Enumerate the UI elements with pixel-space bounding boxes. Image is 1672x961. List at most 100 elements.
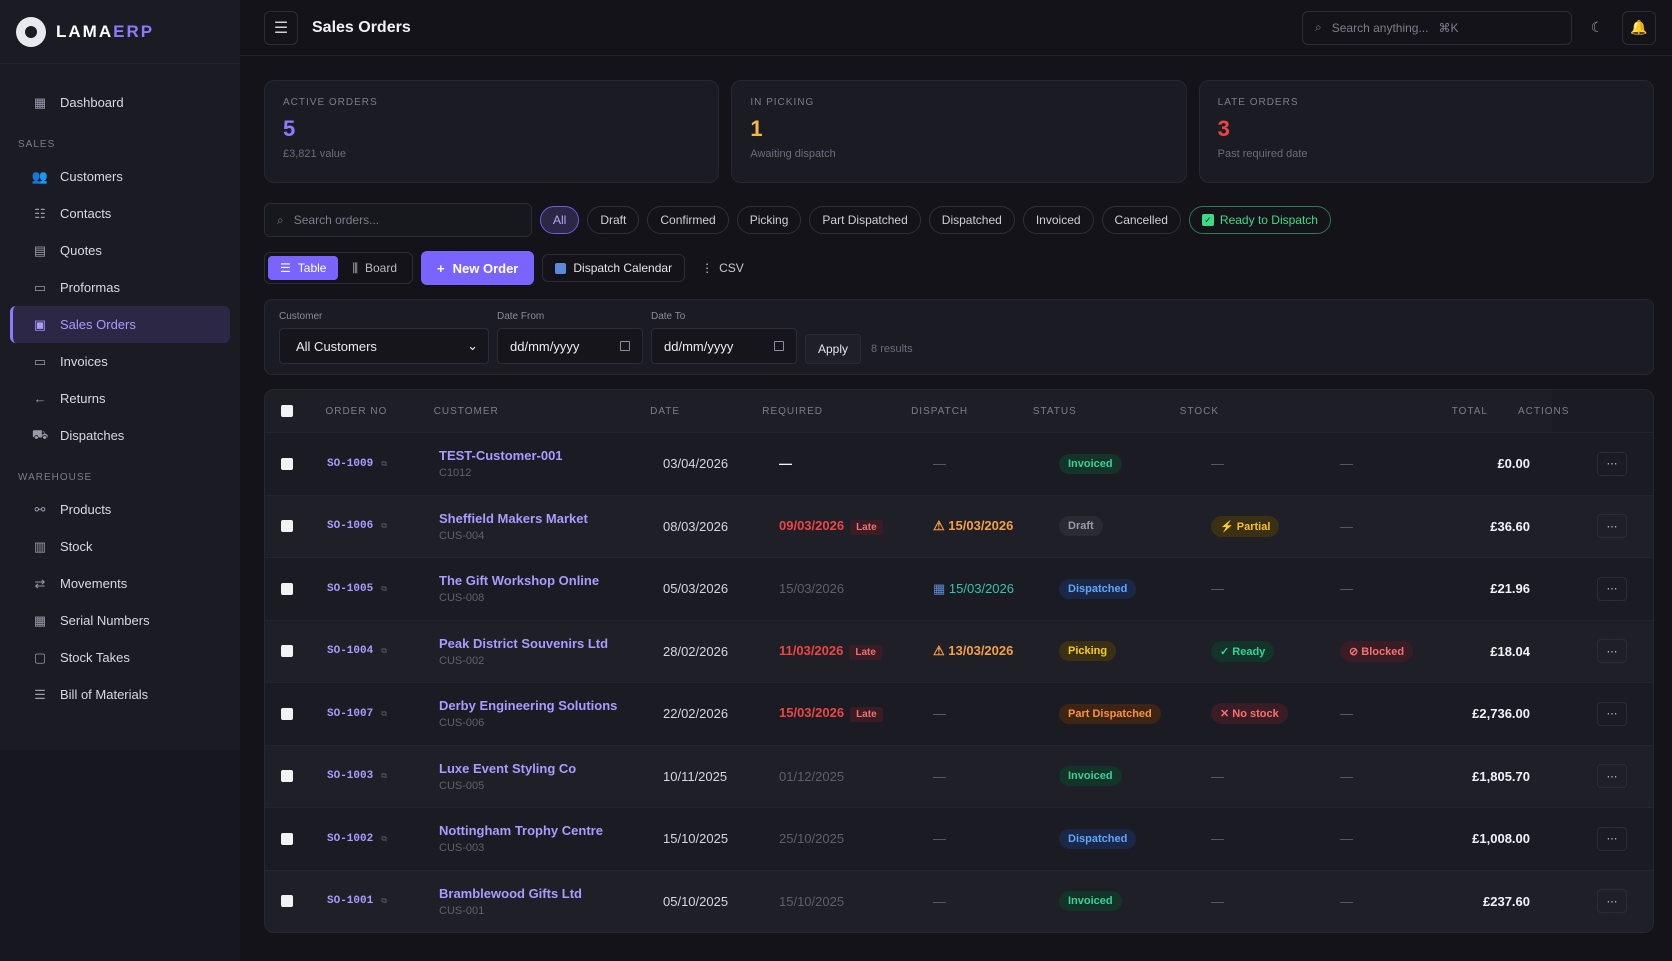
- row-actions-button[interactable]: ⋯: [1597, 889, 1627, 914]
- table-row[interactable]: SO-1001 ⧉ Bramblewood Gifts Ltd CUS-001 05…: [265, 869, 1653, 932]
- filter-chip-part-dispatched[interactable]: Part Dispatched: [809, 206, 921, 234]
- sidebar-item-stock-takes[interactable]: ▢ Stock Takes: [10, 639, 230, 676]
- table-row[interactable]: SO-1003 ⧉ Luxe Event Styling Co CUS-005 10…: [265, 744, 1653, 807]
- row-checkbox[interactable]: [265, 520, 327, 533]
- customer-link[interactable]: Bramblewood Gifts Ltd: [439, 885, 582, 901]
- customer-link[interactable]: TEST-Customer-001: [439, 448, 563, 464]
- copy-icon[interactable]: ⧉: [381, 458, 387, 468]
- order-number-link[interactable]: SO-1009: [327, 457, 374, 470]
- table-row[interactable]: SO-1004 ⧉ Peak District Souvenirs Ltd CUS-…: [265, 619, 1653, 682]
- sidebar-item-dispatches[interactable]: ⛟ Dispatches: [10, 417, 230, 454]
- filter-chip-invoiced[interactable]: Invoiced: [1022, 206, 1094, 234]
- date-from-input[interactable]: dd/mm/yyyy: [497, 328, 643, 364]
- brand[interactable]: LAMAERP: [0, 0, 240, 64]
- row-actions-button[interactable]: ⋯: [1597, 639, 1627, 664]
- header-stock[interactable]: STOCK: [1179, 405, 1220, 417]
- filter-chip-confirmed[interactable]: Confirmed: [647, 206, 729, 234]
- row-checkbox[interactable]: [265, 770, 327, 783]
- customer-link[interactable]: Derby Engineering Solutions: [439, 698, 618, 714]
- new-order-button[interactable]: + New Order: [421, 251, 535, 285]
- row-actions-button[interactable]: ⋯: [1597, 514, 1627, 539]
- filter-chip-cancelled[interactable]: Cancelled: [1101, 206, 1181, 234]
- filter-chip-picking[interactable]: Picking: [736, 206, 802, 234]
- order-search-input[interactable]: ⌕ Search orders...: [264, 203, 532, 237]
- customer-link[interactable]: Peak District Souvenirs Ltd: [439, 635, 609, 651]
- row-checkbox[interactable]: [265, 895, 327, 908]
- copy-icon[interactable]: ⧉: [381, 771, 387, 781]
- header-total[interactable]: TOTAL: [1451, 405, 1488, 417]
- copy-icon[interactable]: ⧉: [381, 708, 387, 718]
- customer-link[interactable]: Nottingham Trophy Centre: [439, 823, 603, 839]
- sidebar-item-stock[interactable]: ▥ Stock: [10, 528, 230, 565]
- row-checkbox[interactable]: [265, 645, 327, 658]
- theme-toggle-button[interactable]: ☾: [1580, 11, 1614, 45]
- order-number-link[interactable]: SO-1007: [327, 707, 374, 720]
- csv-export-button[interactable]: ⋮ CSV: [693, 261, 752, 275]
- apply-button[interactable]: Apply: [805, 334, 862, 364]
- table-row[interactable]: SO-1006 ⧉ Sheffield Makers Market CUS-004 …: [265, 494, 1653, 557]
- row-actions-button[interactable]: ⋯: [1597, 826, 1627, 851]
- date-to-input[interactable]: dd/mm/yyyy: [651, 328, 797, 364]
- copy-icon[interactable]: ⧉: [381, 646, 387, 656]
- row-checkbox[interactable]: [265, 707, 327, 720]
- header-date[interactable]: DATE: [650, 405, 681, 417]
- table-row[interactable]: SO-1002 ⧉ Nottingham Trophy Centre CUS-003…: [265, 807, 1653, 870]
- customer-select[interactable]: All Customers ⌄: [279, 328, 489, 364]
- row-actions-button[interactable]: ⋯: [1597, 576, 1627, 601]
- header-status[interactable]: STATUS: [1032, 405, 1077, 417]
- sidebar-item-sales-orders[interactable]: ▣ Sales Orders: [10, 306, 230, 343]
- copy-icon[interactable]: ⧉: [381, 521, 387, 531]
- row-actions-button[interactable]: ⋯: [1597, 764, 1627, 789]
- global-search-input[interactable]: ⌕ Search anything... ⌘K: [1302, 10, 1572, 45]
- dispatch-calendar-button[interactable]: Dispatch Calendar: [542, 254, 686, 282]
- header-dispatch[interactable]: DISPATCH: [911, 405, 969, 417]
- calendar-icon: ▢: [33, 649, 47, 665]
- table-view-button[interactable]: ☰ Table: [268, 256, 339, 280]
- customer-link[interactable]: The Gift Workshop Online: [439, 573, 600, 589]
- row-checkbox[interactable]: [265, 582, 327, 595]
- sidebar-item-proformas[interactable]: ▭ Proformas: [10, 269, 230, 306]
- notifications-button[interactable]: 🔔: [1622, 10, 1656, 45]
- sidebar-item-movements[interactable]: ⇄ Movements: [10, 565, 230, 602]
- customer-link[interactable]: Sheffield Makers Market: [439, 510, 588, 526]
- menu-button[interactable]: ☰: [264, 10, 298, 45]
- filter-chip-dispatched[interactable]: Dispatched: [928, 206, 1015, 234]
- header-customer[interactable]: CUSTOMER: [433, 405, 499, 417]
- sidebar-item-bill-of-materials[interactable]: ☰ Bill of Materials: [10, 676, 230, 713]
- order-number-link[interactable]: SO-1004: [327, 645, 374, 658]
- sidebar-item-products[interactable]: ⚯ Products: [10, 491, 230, 528]
- sidebar-item-returns[interactable]: ← Returns: [10, 380, 230, 417]
- customer-link[interactable]: Luxe Event Styling Co: [439, 760, 577, 776]
- table-row[interactable]: SO-1005 ⧉ The Gift Workshop Online CUS-008…: [265, 557, 1653, 620]
- order-number-link[interactable]: SO-1002: [327, 832, 374, 845]
- sidebar-item-invoices[interactable]: ▭ Invoices: [10, 343, 230, 380]
- sidebar-item-serial-numbers[interactable]: ▦ Serial Numbers: [10, 602, 230, 639]
- checkbox-icon: [281, 770, 293, 783]
- sidebar-item-contacts[interactable]: ☷ Contacts: [10, 195, 230, 232]
- copy-icon[interactable]: ⧉: [381, 583, 387, 593]
- board-view-button[interactable]: ⫼ Board: [340, 256, 409, 280]
- header-required[interactable]: REQUIRED: [762, 405, 824, 417]
- table-row[interactable]: SO-1007 ⧉ Derby Engineering Solutions CUS-…: [265, 682, 1653, 745]
- sidebar-item-quotes[interactable]: ▤ Quotes: [10, 232, 230, 269]
- header-order-no[interactable]: ORDER NO: [325, 405, 388, 417]
- order-number-link[interactable]: SO-1006: [327, 520, 374, 533]
- copy-icon[interactable]: ⧉: [381, 896, 387, 906]
- dashboard-icon: ▦: [33, 94, 47, 110]
- filter-chip-draft[interactable]: Draft: [587, 206, 640, 234]
- order-number-link[interactable]: SO-1003: [327, 770, 374, 783]
- sidebar-item-customers[interactable]: 👥 Customers: [10, 158, 230, 195]
- row-checkbox[interactable]: [265, 832, 327, 845]
- row-actions-button[interactable]: ⋯: [1597, 451, 1627, 476]
- table-row[interactable]: SO-1009 ⧉ TEST-Customer-001 C1012 03/04/20…: [265, 432, 1653, 495]
- row-checkbox[interactable]: [265, 457, 327, 470]
- filter-chip-all[interactable]: All: [540, 206, 580, 234]
- sidebar-item-dashboard[interactable]: ▦ Dashboard: [10, 84, 230, 121]
- order-date: 15/10/2025: [663, 831, 729, 847]
- row-actions-button[interactable]: ⋯: [1597, 701, 1627, 726]
- filter-chip-ready-to-dispatch[interactable]: ✓ Ready to Dispatch: [1188, 206, 1331, 234]
- order-number-link[interactable]: SO-1005: [327, 582, 374, 595]
- select-all-checkbox[interactable]: [265, 405, 325, 417]
- order-number-link[interactable]: SO-1001: [327, 895, 374, 908]
- copy-icon[interactable]: ⧉: [381, 833, 387, 843]
